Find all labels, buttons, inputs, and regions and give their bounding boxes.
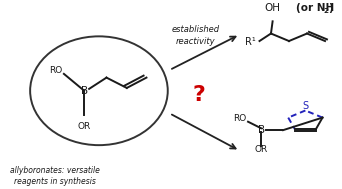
Text: B: B xyxy=(258,125,265,135)
Text: R¹: R¹ xyxy=(246,37,256,47)
Text: RO: RO xyxy=(233,114,247,123)
Text: ): ) xyxy=(329,3,333,13)
Text: OR: OR xyxy=(254,145,268,154)
Text: established: established xyxy=(172,25,220,34)
Text: OR: OR xyxy=(78,122,91,131)
Text: S: S xyxy=(302,101,308,111)
Text: 2: 2 xyxy=(324,8,329,14)
Text: ?: ? xyxy=(193,84,205,105)
Text: allyboronates: versatile: allyboronates: versatile xyxy=(10,166,100,175)
Text: B: B xyxy=(81,86,88,96)
Text: reactivity: reactivity xyxy=(176,36,215,46)
Text: reagents in synthesis: reagents in synthesis xyxy=(14,177,96,186)
Text: OH: OH xyxy=(265,3,280,13)
Text: (or NH: (or NH xyxy=(295,3,334,13)
Text: RO: RO xyxy=(49,66,62,75)
